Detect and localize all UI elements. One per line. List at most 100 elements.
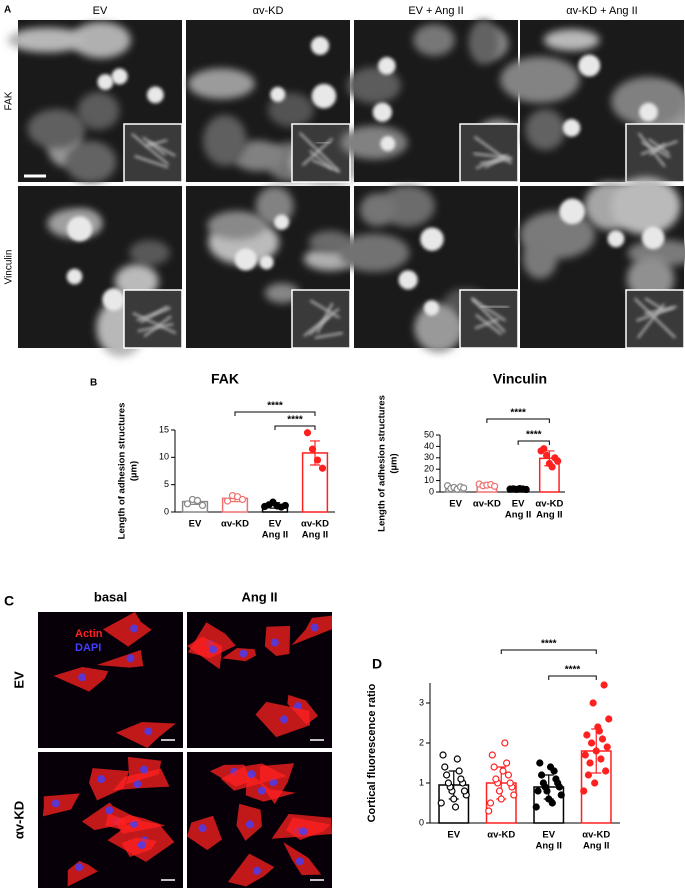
inset-streak — [637, 303, 666, 339]
data-point — [540, 445, 548, 453]
data-point — [600, 681, 608, 689]
nucleus — [247, 770, 256, 779]
panel-label: A — [4, 5, 11, 16]
data-point — [495, 787, 504, 795]
significance-bracket — [500, 649, 597, 654]
data-point — [497, 795, 505, 803]
y-tick-label: 10 — [424, 475, 434, 485]
nucleus — [209, 645, 218, 654]
y-tick-label: 2 — [419, 737, 424, 747]
nucleus — [562, 119, 581, 137]
nucleus — [257, 786, 266, 795]
channel-label: DAPI — [75, 642, 101, 654]
y-tick-label: 20 — [424, 464, 434, 474]
cells — [7, 21, 164, 184]
chart-title: FAK — [211, 371, 239, 387]
y-tick-label: 15 — [159, 424, 169, 434]
data-point — [442, 771, 451, 779]
nucleus — [270, 638, 279, 647]
data-point — [451, 803, 460, 811]
inset-streak — [633, 297, 676, 339]
data-point — [503, 759, 511, 767]
significance-bracket — [486, 418, 550, 423]
nucleus — [111, 68, 128, 85]
data-point — [536, 759, 544, 767]
data-point — [450, 795, 458, 803]
data-point — [457, 775, 465, 783]
panel-label: D — [372, 656, 382, 672]
x-tick-label: αv-KD — [221, 519, 249, 530]
inset-streak — [298, 132, 339, 171]
cell — [338, 233, 410, 273]
nucleus — [105, 806, 114, 815]
cell — [187, 68, 255, 100]
channel-label: Actin — [75, 628, 103, 640]
chart-title: Vinculin — [493, 371, 547, 387]
significance-label: **** — [526, 430, 542, 441]
y-tick-label: 1 — [419, 777, 424, 787]
cell — [27, 109, 86, 149]
x-tick-label: αv-KD — [473, 499, 501, 510]
nucleus — [140, 765, 149, 774]
data-point — [318, 464, 327, 472]
y-tick-label: 3 — [419, 697, 424, 707]
x-tick-label: αv-KD — [301, 519, 329, 530]
x-tick-label: EV — [449, 499, 462, 510]
data-point — [485, 807, 493, 815]
column-header: EV — [93, 5, 108, 17]
data-point — [504, 771, 513, 779]
cell — [413, 24, 455, 56]
cell — [207, 211, 266, 240]
cell — [65, 140, 117, 184]
data-point — [453, 755, 461, 763]
x-tick-label: Ang II — [262, 530, 288, 541]
panel-label: C — [4, 593, 14, 609]
data-point — [281, 501, 289, 510]
nucleus — [639, 102, 658, 122]
cell — [129, 240, 170, 266]
nucleus — [578, 54, 601, 77]
inset-streak — [470, 297, 506, 333]
nucleus — [130, 624, 139, 633]
nucleus — [239, 649, 248, 658]
data-point — [583, 731, 591, 739]
nucleus — [97, 775, 106, 784]
significance-label: **** — [510, 408, 526, 419]
cell — [414, 303, 463, 353]
y-axis-label: (µm) — [129, 461, 140, 481]
data-point — [501, 739, 509, 747]
nucleus — [310, 36, 330, 55]
inset-streak — [132, 312, 177, 335]
data-point — [441, 763, 449, 771]
data-point — [460, 787, 469, 795]
cells — [500, 29, 685, 151]
cell — [96, 649, 144, 668]
x-tick-label: αv-KD — [535, 499, 563, 510]
data-point — [586, 759, 594, 767]
data-point — [602, 767, 610, 775]
data-point — [491, 482, 499, 490]
data-point — [543, 451, 551, 460]
x-tick-label: αv-KD — [582, 830, 610, 841]
column-header: basal — [94, 589, 127, 604]
x-tick-label: EV — [447, 830, 460, 841]
significance-label: **** — [565, 665, 581, 676]
nucleus — [295, 857, 304, 866]
data-point — [546, 763, 555, 771]
nucleus — [78, 673, 87, 682]
y-tick-label: 5 — [164, 479, 169, 489]
nucleus — [280, 715, 289, 724]
cell — [525, 109, 566, 151]
nucleus — [51, 799, 60, 808]
x-tick-label: Ang II — [302, 530, 328, 541]
y-axis-label: Length of adhesion structures — [117, 403, 128, 540]
data-point — [460, 484, 468, 492]
inset-streak — [137, 323, 174, 333]
cell — [77, 91, 120, 130]
nucleus — [144, 727, 153, 736]
inset-streak — [311, 158, 341, 173]
inset — [459, 289, 519, 349]
nucleus — [245, 820, 254, 829]
nucleus — [380, 136, 396, 152]
nucleus — [102, 288, 125, 311]
